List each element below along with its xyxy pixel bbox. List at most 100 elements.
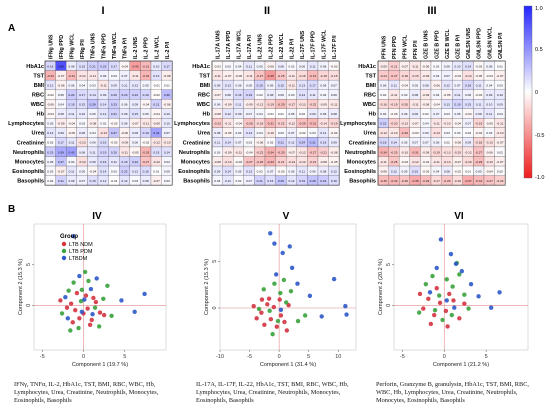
- heatmap-cell-value: -0.02: [142, 141, 149, 145]
- scatter-point: [251, 303, 256, 309]
- heatmap-cell-value: 0.02: [433, 64, 439, 68]
- heatmap-cell-value: 0.04: [214, 179, 220, 183]
- heatmap-column-label: IL-17A PPD: [226, 30, 232, 59]
- heatmap-cell-value: -0.11: [288, 74, 295, 78]
- heatmap-column-label: GNLSN WCL: [487, 26, 493, 59]
- heatmap-cell-value: -0.24: [380, 74, 387, 78]
- heatmap-cell-value: 0.23: [121, 93, 127, 97]
- x-tick-label: 0: [278, 354, 281, 360]
- heatmap-cell-value: 0.04: [90, 131, 96, 135]
- heatmap-cell-value: 0.13: [299, 83, 305, 87]
- heatmap-row-label: Hb: [369, 112, 377, 118]
- scatter-point: [440, 317, 445, 323]
- scatter-point: [68, 301, 74, 306]
- scatter-point: [101, 312, 107, 318]
- heatmap-column-label: IL-22 P/I: [290, 38, 296, 59]
- heatmap-cell-value: 0.11: [69, 141, 75, 145]
- scatter-point: [101, 296, 106, 301]
- heatmap-cell-value: 0.06: [331, 93, 337, 97]
- heatmap-cell-value: -0.11: [412, 64, 419, 68]
- heatmap-cell-value: 0.09: [486, 93, 492, 97]
- heatmap-cell-value: 0.09: [497, 103, 503, 107]
- heatmap-column-label: IFNg UNS: [48, 34, 54, 59]
- heatmap-cell-value: 0.06: [380, 83, 386, 87]
- heatmap-cell-value: 0.23: [111, 103, 117, 107]
- section-label-a: A: [8, 23, 15, 34]
- heatmap-cell-value: 0.10: [79, 112, 85, 116]
- heatmap-column-label: IL-2 PPD: [144, 37, 150, 59]
- heatmap-cell-value: -0.13: [433, 131, 440, 135]
- heatmap-cell-value: -0.16: [454, 179, 461, 183]
- colorbar-tick-bottom: -1.0: [535, 175, 544, 181]
- x-axis-label: Component 1 (21.2 %): [433, 362, 489, 368]
- scatter-point: [459, 268, 465, 274]
- heatmap-row-label: WBC: [197, 102, 210, 108]
- caption-v: IL-17A, IL-17F, IL-22, HbA1c, TST, BMI, …: [196, 381, 349, 404]
- heatmap-cell-value: 0.02: [257, 169, 263, 173]
- heatmap-cell-value: 0.06: [433, 141, 439, 145]
- heatmap-cell-value: -0.27: [309, 150, 316, 154]
- y-tick-label: 0: [212, 306, 218, 309]
- heatmap-cell-value: 0.04: [235, 64, 241, 68]
- heatmap-cell-value: -0.06: [422, 64, 429, 68]
- heatmap-cell-value: -0.22: [309, 103, 316, 107]
- heatmap-cell-value: -0.03: [422, 169, 429, 173]
- heatmap-cell-value: 0.09: [100, 93, 106, 97]
- heatmap-cell-value: -0.09: [224, 150, 231, 154]
- heatmap-row-label: Creatinine: [349, 140, 376, 146]
- scatter-point: [343, 303, 348, 309]
- scatter-point: [93, 299, 99, 305]
- scatter-point: [273, 272, 279, 277]
- heatmap-cell-value: 0.09: [412, 112, 418, 116]
- heatmap-cell-value: -0.10: [443, 122, 450, 126]
- heatmap-cell-value: -0.29: [475, 160, 482, 164]
- x-tick-label: 0: [443, 354, 446, 360]
- heatmap-cell-value: 0.15: [267, 179, 273, 183]
- heatmap-cell-value: 0.04: [58, 103, 64, 107]
- heatmap-cell-value: 0.22: [121, 169, 127, 173]
- heatmap-cell-value: 0.20: [111, 93, 117, 97]
- heatmap-cell-value: 0.09: [235, 112, 241, 116]
- heatmap-cell-value: -0.09: [224, 103, 231, 107]
- legend-entry-ltbdm: LTBDM: [69, 256, 88, 262]
- heatmap-cell-value: 0.05: [401, 169, 407, 173]
- heatmap-cell-value: -0.05: [330, 160, 337, 164]
- heatmap-cell-value: 0.04: [235, 131, 241, 135]
- heatmap-column-label: IL-22 UNS: [258, 34, 264, 59]
- heatmap-cell-value: 0.09: [132, 131, 138, 135]
- heatmap-cell-value: 0.11: [476, 83, 482, 87]
- heatmap-cell-value: -0.04: [89, 169, 96, 173]
- heatmap-cell-value: 0.16: [100, 160, 106, 164]
- heatmap-cell-value: -0.10: [267, 131, 274, 135]
- heatmap-cell-value: 0.06: [423, 131, 429, 135]
- heatmap-cell-value: -0.08: [330, 150, 337, 154]
- heatmap-cell-value: -0.12: [412, 160, 419, 164]
- scatter-point: [74, 290, 80, 296]
- heatmap-cell-value: -0.29: [422, 179, 429, 183]
- scatter-point: [448, 251, 454, 257]
- heatmap-cell-value: -0.08: [422, 103, 429, 107]
- heatmap-cell-value: 0.08: [320, 169, 326, 173]
- heatmap-cell-value: -0.07: [57, 74, 64, 78]
- scatter-point: [268, 317, 274, 322]
- scatter-point: [91, 295, 96, 301]
- heatmap-cell-value: -0.04: [475, 131, 482, 135]
- heatmap-cell-value: -0.13: [299, 103, 306, 107]
- heatmap-cell-value: 0.11: [310, 64, 316, 68]
- heatmap-cell-value: -0.12: [380, 131, 387, 135]
- heatmap-cell-value: 0.03: [444, 131, 450, 135]
- scatter-point: [266, 296, 272, 301]
- colorbar-tick-upper: 0.5: [535, 47, 543, 53]
- scatter-point: [443, 308, 449, 314]
- heatmap-cell-value: 0.07: [423, 141, 429, 145]
- heatmap-cell-value: 0.22: [132, 160, 138, 164]
- heatmap-cell-value: -0.27: [142, 160, 149, 164]
- heatmap-column-label: IL-17F UNS: [300, 30, 306, 59]
- heatmap-cell-value: 0.04: [423, 122, 429, 126]
- heatmap-cell-value: 0.10: [454, 64, 460, 68]
- heatmap-column-label: TNFa PPD: [101, 33, 107, 59]
- heatmap-cell-value: 0.05: [164, 169, 170, 173]
- heatmap-cell-value: -0.03: [486, 74, 493, 78]
- scatter-point: [262, 322, 267, 327]
- heatmap-cell-value: 0.13: [246, 131, 252, 135]
